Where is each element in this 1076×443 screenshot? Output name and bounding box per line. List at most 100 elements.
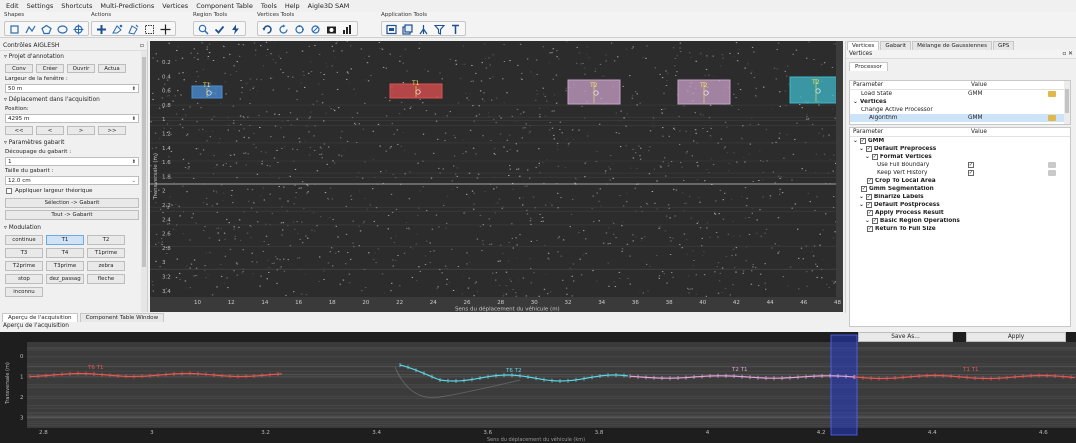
chevron-down-icon[interactable]: ⌄ xyxy=(859,194,864,200)
tree-row[interactable]: ⌄ ✓ Binarize Labels xyxy=(850,193,1070,201)
undock-icon[interactable]: ▫ ✕ xyxy=(1062,51,1073,57)
tree-row[interactable]: ⌄ ✓ Default Preprocess xyxy=(850,145,1070,153)
modulation-button-dez-passag[interactable]: dez_passag xyxy=(46,274,84,284)
tree-checkbox[interactable]: ✓ xyxy=(865,146,872,152)
nav-first-button[interactable]: << xyxy=(5,126,33,135)
bolt-icon[interactable] xyxy=(229,23,242,35)
vertex-edit-icon[interactable] xyxy=(309,23,322,35)
preview-selection-window[interactable] xyxy=(830,334,858,436)
apply-button[interactable]: Apply xyxy=(966,332,1066,342)
tree-row[interactable]: ⌄ ✓ Default Postprocess xyxy=(850,201,1070,209)
redo-rotate-icon[interactable] xyxy=(277,23,290,35)
menu-item-vertices[interactable]: Vertices xyxy=(162,2,189,10)
select-rect-icon[interactable] xyxy=(143,23,156,35)
tree-row[interactable]: Keep Vert History ✓ xyxy=(850,169,1070,177)
app-road-icon[interactable] xyxy=(417,23,430,35)
menu-item-help[interactable]: Help xyxy=(284,2,300,10)
modulation-button-stop[interactable]: stop xyxy=(5,274,43,284)
tree-row[interactable]: ⌄ ✓ Basic Region Operations xyxy=(850,217,1070,225)
project-button-actua[interactable]: Actua xyxy=(98,64,126,73)
modulation-button-fleche[interactable]: fleche xyxy=(87,274,125,284)
modulation-button-inconnu[interactable]: inconnu xyxy=(5,287,43,297)
acquisition-image-canvas[interactable]: 0.20.40.60.811.21.41.61.822.22.42.62.833… xyxy=(150,41,843,312)
tree-row[interactable]: ✓ Crop To Local Area xyxy=(850,177,1070,185)
tree-row[interactable]: ✓ Apply Process Result xyxy=(850,209,1070,217)
menu-item-settings[interactable]: Settings xyxy=(26,2,54,10)
spin-arrows-icon[interactable]: ⬍ xyxy=(131,158,136,165)
section-modulation[interactable]: ▿ Modulation xyxy=(4,225,41,231)
menu-item-edit[interactable]: Edit xyxy=(6,2,19,10)
window-width-spinbox[interactable]: 50 m ⬍ xyxy=(5,84,139,93)
table-row[interactable]: ⌄ Vertices xyxy=(850,98,1070,106)
check-icon[interactable] xyxy=(213,23,226,35)
position-spinbox[interactable]: 4295 m ⬍ xyxy=(5,114,139,123)
section-gabarit[interactable]: ▿ Paramètres gabarit xyxy=(4,140,65,146)
menu-item-tools[interactable]: Tools xyxy=(260,2,277,10)
tree-checkbox[interactable]: ✓ xyxy=(861,186,867,192)
spin-arrows-icon[interactable]: ⬍ xyxy=(131,85,136,92)
apply-width-checkbox[interactable]: Appliquer largeur théorique xyxy=(0,186,147,196)
vertices-icon[interactable] xyxy=(293,23,306,35)
menu-item-shortcuts[interactable]: Shortcuts xyxy=(61,2,93,10)
crosshair-icon[interactable] xyxy=(159,23,172,35)
scrollbar-thumb[interactable] xyxy=(142,57,146,267)
edit-shape-icon[interactable] xyxy=(111,23,124,35)
acquisition-image-view[interactable]: 0.2 0.4 0.6 0.8 1 1.2 1.4 1.6 1.8 2 2.2 2.4 2.6 2.8 3 3… xyxy=(150,41,843,312)
chevron-down-icon[interactable]: ⌄ xyxy=(859,146,864,152)
modulation-button-t1prime[interactable]: T1prime xyxy=(87,248,125,258)
chevron-down-icon[interactable]: ⌄ xyxy=(865,154,870,160)
tab-gabarit[interactable]: Gabarit xyxy=(880,41,912,50)
edit-icon[interactable] xyxy=(1048,91,1056,97)
edit-icon[interactable] xyxy=(1048,115,1056,121)
undo-icon[interactable] xyxy=(261,23,274,35)
menu-item-aigle3d-sam[interactable]: Aigle3D SAM xyxy=(307,2,350,10)
project-button-crer[interactable]: Créer xyxy=(36,64,64,73)
tree-row[interactable]: ✓ Return To Full Size xyxy=(850,225,1070,233)
section-displacement[interactable]: ▿ Déplacement dans l'acquisition xyxy=(4,97,100,103)
nav-last-button[interactable]: >> xyxy=(98,126,126,135)
preview-canvas[interactable]: 0 1 2 3 Transversale (m) 2.8 3 3.2 3.4 3.6 3.8 4 4.2… xyxy=(0,332,1076,443)
camera-icon[interactable] xyxy=(325,23,338,35)
polygon-icon[interactable] xyxy=(40,23,53,35)
circle-cross-icon[interactable] xyxy=(72,23,85,35)
menu-item-component-table[interactable]: Component Table xyxy=(196,2,253,10)
modulation-button-zebra[interactable]: zebra xyxy=(87,261,125,271)
size-combobox[interactable]: 12.0 cm ⌄ xyxy=(5,176,139,185)
chevron-down-icon[interactable]: ⌄ xyxy=(865,218,870,224)
tree-checkbox[interactable]: ✓ xyxy=(871,218,878,224)
annotation-box[interactable]: T1 xyxy=(191,82,223,99)
annotation-box[interactable]: T1 xyxy=(389,80,443,99)
preview-track[interactable]: T2 T1 xyxy=(629,367,855,381)
tree-checkbox[interactable]: ✓ xyxy=(867,178,873,184)
tree-checkbox[interactable]: ✓ xyxy=(871,154,878,160)
tree-checkbox[interactable]: ✓ xyxy=(867,226,873,232)
project-button-ouvrir[interactable]: Ouvrir xyxy=(67,64,95,73)
modulation-button-t4[interactable]: T4 xyxy=(46,248,84,258)
processor-tab[interactable]: Processor xyxy=(849,62,1073,71)
tree-row[interactable]: ✓ Gmm Segmentation xyxy=(850,185,1070,193)
edit-icon[interactable] xyxy=(1048,162,1056,168)
add-point-icon[interactable] xyxy=(95,23,108,35)
tab-component-table[interactable]: Component Table Window xyxy=(79,313,165,322)
main-scrollbar[interactable] xyxy=(836,41,843,312)
selection-to-gabarit-button[interactable]: Sélection -> Gabarit xyxy=(5,198,139,208)
app-filter-icon[interactable] xyxy=(433,23,446,35)
annotation-box[interactable]: T2 xyxy=(677,79,731,105)
modulation-button-continue[interactable]: continue xyxy=(5,235,43,245)
polyline-icon[interactable] xyxy=(24,23,37,35)
app-layers-icon[interactable] xyxy=(401,23,414,35)
spin-arrows-icon[interactable]: ⬍ xyxy=(131,115,136,122)
app-ruler-icon[interactable] xyxy=(449,23,462,35)
preview-track[interactable]: T6 T2 xyxy=(399,363,629,383)
left-panel-scrollbar[interactable] xyxy=(141,51,147,312)
ellipse-icon[interactable] xyxy=(56,23,69,35)
scrollbar-thumb[interactable] xyxy=(1065,89,1069,113)
modulation-button-t3[interactable]: T3 xyxy=(5,248,43,258)
processor-tab-label[interactable]: Processor xyxy=(849,62,888,71)
histogram-icon[interactable] xyxy=(341,23,354,35)
tree-checkbox[interactable]: ✓ xyxy=(865,202,872,208)
chevron-down-icon[interactable]: ⌄ xyxy=(853,138,858,144)
nav-next-button[interactable]: > xyxy=(67,126,95,135)
undock-icon[interactable]: ▫ xyxy=(139,42,144,49)
value-checkbox[interactable]: ✓ xyxy=(968,169,974,177)
